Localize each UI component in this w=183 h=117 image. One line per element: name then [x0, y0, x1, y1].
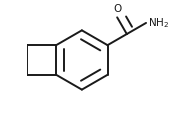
Text: O: O [113, 4, 121, 14]
Text: NH$_2$: NH$_2$ [148, 16, 169, 30]
